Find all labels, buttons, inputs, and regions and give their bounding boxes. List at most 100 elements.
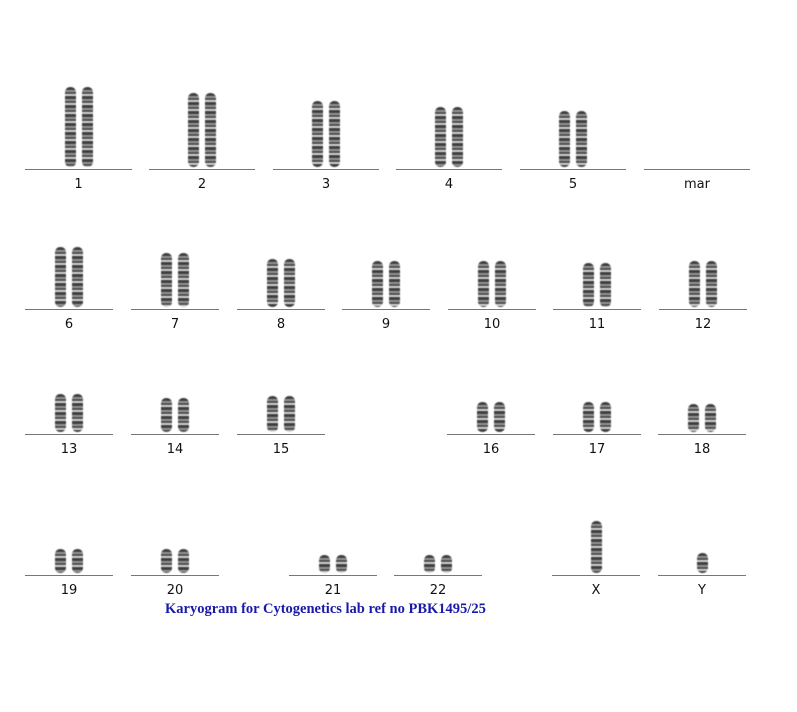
baseline: [342, 309, 430, 310]
chromosome-group-19: 19: [25, 475, 113, 605]
chromosome-16: [494, 402, 505, 432]
chromosome-20: [161, 549, 172, 573]
baseline: [237, 434, 325, 435]
baseline: [149, 169, 255, 170]
chromosome-9: [389, 261, 400, 307]
chromosome-5: [576, 111, 587, 167]
chromosome-18: [688, 404, 699, 432]
chromosome-13: [55, 394, 66, 432]
chromosome-label: 14: [166, 442, 184, 457]
chromosome-group-16: 16: [447, 334, 535, 464]
baseline: [289, 575, 377, 576]
chromosome-4: [452, 107, 463, 167]
chromosome-4: [435, 107, 446, 167]
chromosome-16: [477, 402, 488, 432]
chromosome-14: [161, 398, 172, 432]
chromosome-7: [178, 253, 189, 307]
chromosome-1: [64, 87, 76, 167]
chromosome-group-6: 6: [25, 209, 113, 339]
chromosome-label: 19: [60, 583, 78, 598]
chromosome-label: X: [591, 583, 601, 598]
chromosome-group-5: 5: [520, 69, 626, 199]
chromosome-label: 4: [444, 177, 454, 192]
chromosome-group-2: 2: [149, 69, 255, 199]
chromosome-21: [336, 555, 347, 573]
chromosome-22: [441, 555, 452, 573]
chromosome-11: [583, 263, 594, 307]
chromosome-group-20: 20: [131, 475, 219, 605]
chromosome-label: 1: [74, 177, 83, 192]
chromosome-13: [72, 394, 83, 432]
chromosome-15: [267, 396, 278, 432]
baseline: [131, 309, 219, 310]
chromosome-label: 13: [60, 442, 78, 457]
chromosome-group-14: 14: [131, 334, 219, 464]
baseline: [644, 169, 750, 170]
chromosome-group-3: 3: [273, 69, 379, 199]
baseline: [520, 169, 626, 170]
chromosome-8: [267, 259, 278, 307]
chromosome-label: 18: [693, 442, 711, 457]
chromosome-19: [72, 549, 83, 573]
chromosome-group-21: 21: [289, 475, 377, 605]
baseline: [659, 309, 747, 310]
chromosome-label: 2: [197, 177, 207, 192]
chromosome-label: 12: [694, 317, 712, 332]
baseline: [448, 309, 536, 310]
chromosome-X: [590, 521, 602, 573]
chromosome-6: [72, 247, 83, 307]
chromosome-group-15: 15: [237, 334, 325, 464]
baseline: [552, 575, 640, 576]
chromosome-6: [55, 247, 66, 307]
chromosome-22: [424, 555, 435, 573]
chromosome-group-8: 8: [237, 209, 325, 339]
chromosome-label: 10: [483, 317, 501, 332]
chromosome-5: [559, 111, 570, 167]
chromosome-10: [478, 261, 489, 307]
chromosome-21: [319, 555, 330, 573]
baseline: [237, 309, 325, 310]
chromosome-10: [495, 261, 506, 307]
chromosome-group-10: 10: [448, 209, 536, 339]
chromosome-1: [81, 87, 93, 167]
chromosome-group-22: 22: [394, 475, 482, 605]
chromosome-9: [372, 261, 383, 307]
chromosome-Y: [696, 553, 708, 573]
baseline: [447, 434, 535, 435]
chromosome-label: 21: [324, 583, 342, 598]
baseline: [131, 434, 219, 435]
chromosome-label: 6: [64, 317, 74, 332]
chromosome-11: [600, 263, 611, 307]
chromosome-label: 16: [482, 442, 500, 457]
chromosome-label: 15: [272, 442, 290, 457]
chromosome-19: [55, 549, 66, 573]
baseline: [25, 309, 113, 310]
chromosome-17: [583, 402, 594, 432]
baseline: [131, 575, 219, 576]
baseline: [25, 434, 113, 435]
chromosome-group-7: 7: [131, 209, 219, 339]
baseline: [394, 575, 482, 576]
baseline: [553, 309, 641, 310]
chromosome-15: [284, 396, 295, 432]
chromosome-label: mar: [684, 177, 710, 192]
baseline: [273, 169, 379, 170]
chromosome-2: [188, 93, 199, 167]
chromosome-label: 22: [429, 583, 447, 598]
chromosome-17: [600, 402, 611, 432]
chromosome-label: 17: [588, 442, 606, 457]
chromosome-label: 3: [321, 177, 331, 192]
chromosome-2: [205, 93, 216, 167]
baseline: [553, 434, 641, 435]
baseline: [658, 434, 746, 435]
chromosome-20: [178, 549, 189, 573]
baseline: [396, 169, 502, 170]
chromosome-12: [689, 261, 700, 307]
chromosome-group-17: 17: [553, 334, 641, 464]
chromosome-group-4: 4: [396, 69, 502, 199]
karyogram-caption: Karyogram for Cytogenetics lab ref no PB…: [165, 601, 486, 617]
chromosome-14: [178, 398, 189, 432]
chromosome-label: 5: [568, 177, 578, 192]
baseline: [25, 169, 132, 170]
chromosome-label: 9: [381, 317, 391, 332]
